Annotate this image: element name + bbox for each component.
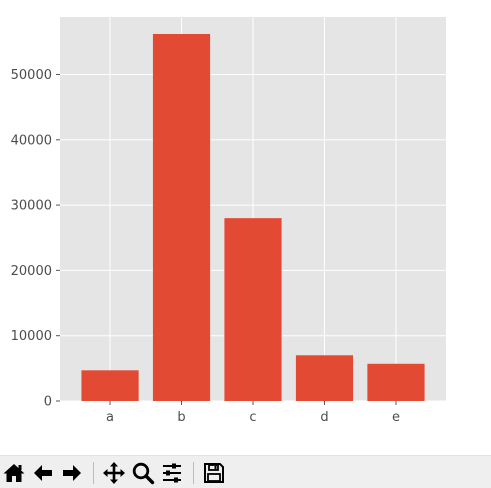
bar-e [367,363,425,401]
x-axis: a b c d e [106,401,400,425]
x-tick-label: a [106,410,114,425]
magnifier-icon [132,462,155,485]
y-tick-label: 20000 [11,264,52,279]
move-icon [103,462,125,484]
bar-chart: a b c d e 0 10000 20000 30000 40000 50000 [11,17,446,425]
arrow-right-icon [63,465,81,481]
bar-a [81,370,139,401]
toolbar-separator [93,462,94,484]
bars [81,33,425,402]
home-icon [3,464,25,482]
pan-button[interactable] [100,459,128,487]
bar-d [295,355,354,401]
bar-b [152,33,211,402]
y-tick-label: 0 [44,395,52,410]
y-tick-label: 40000 [11,133,52,148]
y-tick-label: 10000 [11,329,52,344]
home-button[interactable] [0,459,28,487]
arrow-left-icon [34,465,52,481]
configure-subplots-button[interactable] [158,459,186,487]
y-tick-label: 30000 [11,199,52,214]
back-button[interactable] [29,459,57,487]
x-tick-label: e [392,410,400,425]
sliders-icon [163,463,181,483]
y-axis: 0 10000 20000 30000 40000 50000 [11,68,60,410]
y-tick-label: 50000 [11,68,52,83]
x-tick-label: b [177,410,185,425]
figure: a b c d e 0 10000 20000 30000 40000 50000 [10,17,446,425]
save-button[interactable] [200,459,228,487]
x-tick-label: d [320,410,328,425]
navigation-toolbar [0,455,491,488]
toolbar-separator [193,462,194,484]
bar-c [224,218,282,401]
forward-button[interactable] [58,459,86,487]
floppy-disk-icon [204,463,224,483]
x-tick-label: c [249,410,256,425]
zoom-button[interactable] [129,459,157,487]
